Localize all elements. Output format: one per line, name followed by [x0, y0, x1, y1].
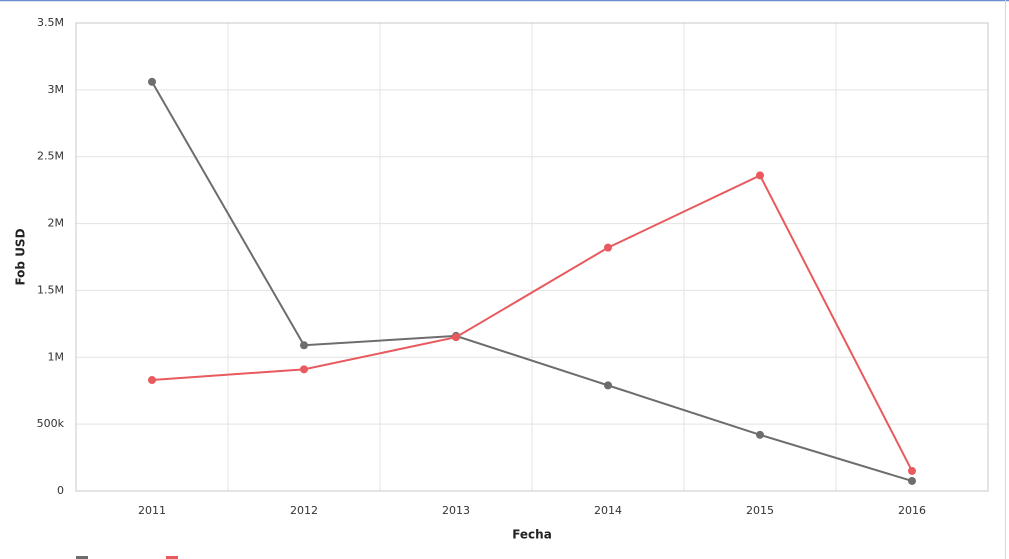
plot-frame [75, 22, 989, 492]
legend-swatch [76, 556, 88, 559]
y-tick-label: 2.5M [37, 150, 64, 163]
series-line [151, 174, 913, 472]
point [148, 376, 156, 385]
x-tick-label: 2014 [594, 504, 622, 517]
y-tick-label: 1M [48, 350, 65, 363]
y-tick-label: 3.5M [37, 16, 64, 29]
y-axis-label: Fob USD [14, 228, 28, 285]
y-tick-label: 2M [48, 217, 65, 230]
series-line [151, 81, 913, 482]
point [908, 476, 916, 485]
point [756, 430, 764, 439]
point [452, 333, 460, 342]
y-tick-label: 0 [57, 484, 64, 497]
x-axis-label: Fecha [512, 528, 552, 542]
point [908, 466, 916, 475]
x-tick-label: 2011 [138, 504, 166, 517]
x-tick-label: 2013 [442, 504, 470, 517]
y-tick-label: 1.5M [37, 283, 64, 296]
legend-swatch [166, 556, 178, 559]
x-tick-label: 2012 [290, 504, 318, 517]
point [148, 77, 156, 86]
x-tick-label: 2015 [746, 504, 774, 517]
point [300, 365, 308, 374]
y-tick-label: 3M [48, 83, 65, 96]
x-tick-label: 2016 [898, 504, 926, 517]
point [604, 243, 612, 252]
y-tick-label: 500k [37, 417, 65, 430]
point [756, 171, 764, 180]
point [604, 381, 612, 390]
point [300, 341, 308, 350]
